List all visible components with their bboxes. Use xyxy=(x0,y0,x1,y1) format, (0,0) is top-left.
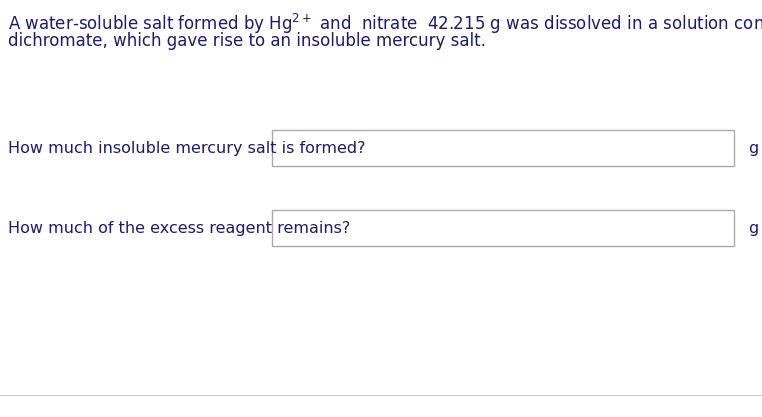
Text: g: g xyxy=(748,141,758,156)
Text: How much insoluble mercury salt is formed?: How much insoluble mercury salt is forme… xyxy=(8,141,366,156)
FancyBboxPatch shape xyxy=(272,210,734,246)
Text: dichromate, which gave rise to an insoluble mercury salt.: dichromate, which gave rise to an insolu… xyxy=(8,32,486,50)
FancyBboxPatch shape xyxy=(272,130,734,166)
Text: g: g xyxy=(748,221,758,236)
Text: A water-soluble salt formed by Hg$^{2+}$ and  nitrate  42.215 g was dissolved in: A water-soluble salt formed by Hg$^{2+}$… xyxy=(8,12,762,36)
Text: How much of the excess reagent remains?: How much of the excess reagent remains? xyxy=(8,221,351,236)
